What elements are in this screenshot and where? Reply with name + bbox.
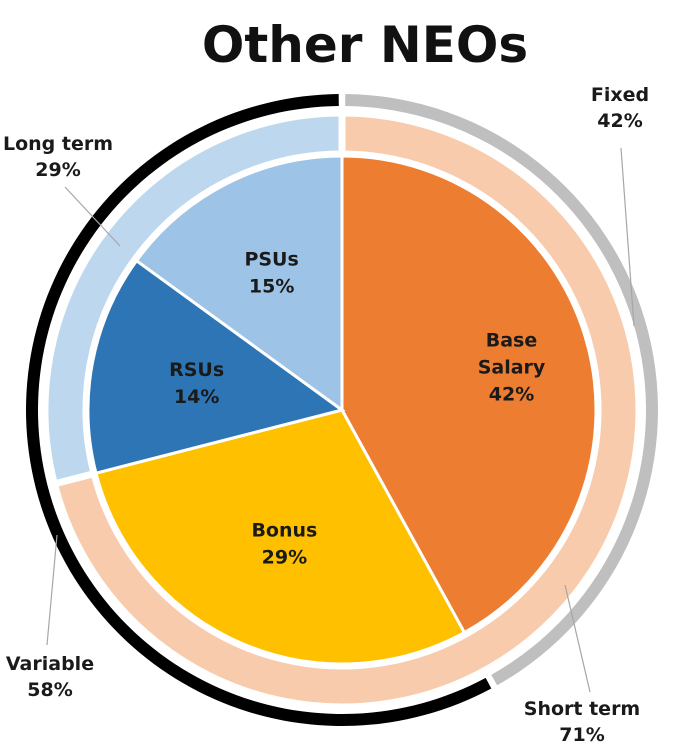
slice-psus — [134, 154, 344, 413]
chart-title: Other NEOs — [202, 16, 528, 74]
outer-labels: Fixed 42% Long term 29% Variable 58% Short ter… — [3, 84, 649, 746]
term-ring-long-term — [41, 109, 346, 489]
term-ring-short-term — [50, 109, 643, 711]
slice-bonus — [94, 408, 467, 666]
leader-line-long-term — [64, 186, 121, 247]
leader-lines — [46, 147, 635, 693]
slice-label-base-salary: Base Salary 42% — [478, 329, 546, 405]
pie-slices — [86, 154, 598, 666]
slice-base-salary — [340, 154, 598, 635]
slice-label-rsus: RSUs 14% — [169, 359, 224, 408]
leader-line-fixed — [620, 147, 635, 327]
leader-line-short-term — [564, 584, 591, 693]
outer-label-variable: Variable 58% — [6, 653, 94, 701]
slice-labels: Base Salary 42% Bonus 29% RSUs 14% PSUs 15% — [169, 248, 546, 568]
slice-label-bonus: Bonus 29% — [251, 520, 317, 569]
outer-label-long-term: Long term 29% — [3, 133, 113, 181]
term-ring — [41, 109, 643, 711]
slice-rsus — [86, 258, 346, 475]
outer-label-fixed: Fixed 42% — [591, 84, 649, 132]
outer-label-short-term: Short term 71% — [524, 698, 640, 746]
leader-line-variable — [46, 534, 58, 646]
slice-label-psus: PSUs 15% — [244, 248, 298, 297]
